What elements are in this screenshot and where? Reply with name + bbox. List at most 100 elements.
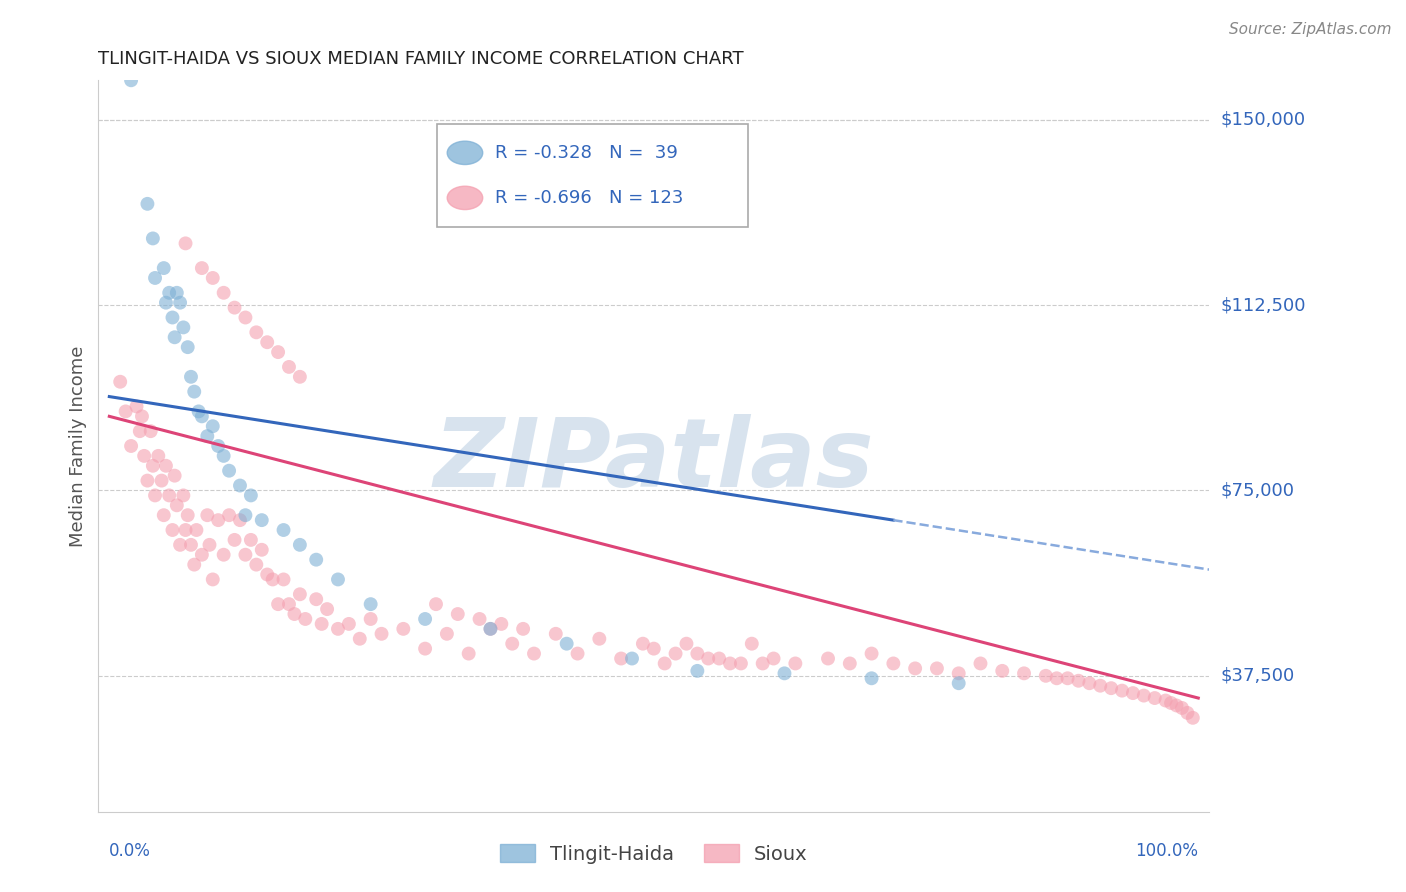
Point	[136, 197, 159, 211]
Text: ZIPatlas: ZIPatlas	[433, 414, 875, 508]
Point	[198, 538, 221, 552]
Point	[245, 326, 267, 340]
Point	[1177, 706, 1199, 720]
Text: $75,000: $75,000	[1220, 482, 1295, 500]
Point	[262, 573, 284, 587]
Point	[125, 400, 148, 414]
Point	[631, 637, 654, 651]
Point	[447, 607, 470, 621]
Point	[305, 592, 328, 607]
Point	[588, 632, 610, 646]
Point	[162, 310, 184, 325]
Text: R = -0.696   N = 123: R = -0.696 N = 123	[495, 189, 683, 207]
Point	[191, 548, 214, 562]
Point	[1143, 691, 1166, 706]
Point	[288, 369, 311, 384]
Point	[675, 637, 697, 651]
Point	[360, 597, 382, 611]
Point	[305, 552, 328, 566]
Point	[143, 271, 166, 285]
Point	[114, 404, 136, 418]
Point	[273, 523, 295, 537]
Point	[860, 647, 883, 661]
Text: TLINGIT-HAIDA VS SIOUX MEDIAN FAMILY INCOME CORRELATION CHART: TLINGIT-HAIDA VS SIOUX MEDIAN FAMILY INC…	[98, 50, 744, 68]
Text: 100.0%: 100.0%	[1135, 842, 1198, 860]
Point	[707, 651, 730, 665]
Point	[278, 359, 301, 374]
Point	[1122, 686, 1144, 700]
Point	[235, 508, 257, 523]
Point	[1090, 679, 1112, 693]
Point	[457, 647, 479, 661]
Point	[172, 320, 194, 334]
Point	[267, 345, 290, 359]
Point	[664, 647, 686, 661]
Point	[730, 657, 752, 671]
Point	[860, 671, 883, 685]
Point	[1078, 676, 1101, 690]
Point	[512, 622, 534, 636]
Point	[224, 301, 246, 315]
Point	[191, 409, 214, 424]
Point	[169, 295, 191, 310]
Point	[697, 651, 720, 665]
Point	[163, 468, 186, 483]
Point	[337, 616, 360, 631]
Point	[180, 369, 202, 384]
Point	[288, 587, 311, 601]
Point	[207, 439, 229, 453]
Point	[157, 285, 180, 300]
Point	[1067, 673, 1090, 688]
Point	[425, 597, 447, 611]
Point	[360, 612, 382, 626]
Point	[150, 474, 173, 488]
Text: $150,000: $150,000	[1220, 111, 1305, 128]
Point	[212, 548, 235, 562]
Point	[283, 607, 305, 621]
Point	[479, 622, 502, 636]
Point	[172, 488, 194, 502]
Point	[273, 573, 295, 587]
Point	[152, 508, 174, 523]
Point	[162, 523, 184, 537]
Point	[479, 622, 502, 636]
Point	[256, 335, 278, 350]
Point	[195, 508, 218, 523]
Point	[235, 548, 257, 562]
Point	[785, 657, 807, 671]
Point	[468, 612, 491, 626]
Point	[1056, 671, 1078, 685]
Circle shape	[447, 141, 482, 164]
Point	[621, 651, 644, 665]
Point	[207, 513, 229, 527]
Point	[311, 616, 333, 631]
Point	[212, 285, 235, 300]
Point	[245, 558, 267, 572]
Point	[654, 657, 676, 671]
Text: Source: ZipAtlas.com: Source: ZipAtlas.com	[1229, 22, 1392, 37]
Point	[925, 661, 948, 675]
Point	[120, 439, 142, 453]
Point	[1035, 669, 1057, 683]
Point	[773, 666, 796, 681]
Point	[163, 330, 186, 344]
Point	[169, 538, 191, 552]
Point	[250, 513, 273, 527]
Point	[250, 542, 273, 557]
Point	[326, 573, 349, 587]
Point	[838, 657, 860, 671]
FancyBboxPatch shape	[437, 124, 748, 227]
Point	[1046, 671, 1069, 685]
Point	[180, 538, 202, 552]
Point	[741, 637, 763, 651]
Point	[166, 285, 188, 300]
Point	[948, 666, 970, 681]
Point	[143, 488, 166, 502]
Point	[370, 627, 392, 641]
Point	[148, 449, 170, 463]
Point	[177, 340, 200, 354]
Point	[177, 508, 200, 523]
Point	[491, 616, 513, 631]
Point	[969, 657, 991, 671]
Point	[142, 458, 165, 473]
